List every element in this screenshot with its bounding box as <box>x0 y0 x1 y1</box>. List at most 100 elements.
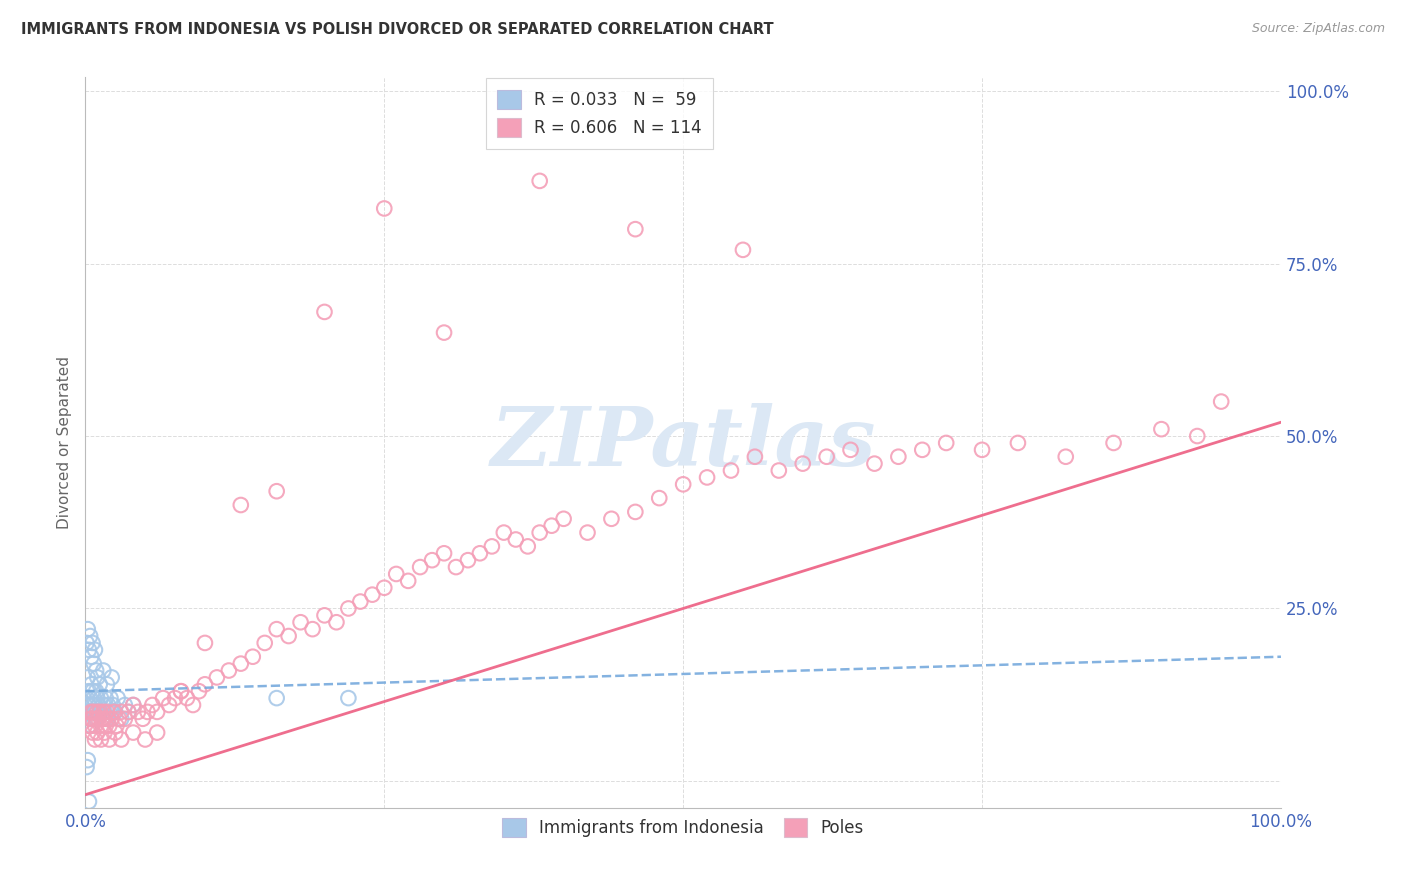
Point <box>77 719 100 733</box>
Point <box>970 442 993 457</box>
Point <box>104 725 127 739</box>
Point <box>624 505 647 519</box>
Point <box>93 705 115 719</box>
Point <box>89 705 111 719</box>
Point <box>104 705 127 719</box>
Point <box>349 594 371 608</box>
Point <box>301 622 323 636</box>
Point <box>1007 436 1029 450</box>
Point <box>94 691 117 706</box>
Point <box>91 705 114 719</box>
Point <box>100 705 122 719</box>
Point <box>107 691 129 706</box>
Point <box>98 732 121 747</box>
Point <box>266 691 288 706</box>
Point <box>82 712 104 726</box>
Point <box>87 698 110 712</box>
Point <box>163 691 186 706</box>
Legend: Immigrants from Indonesia, Poles: Immigrants from Indonesia, Poles <box>496 812 870 844</box>
Point <box>90 691 112 706</box>
Point <box>114 712 136 726</box>
Point <box>110 712 132 726</box>
Point <box>170 684 193 698</box>
Point <box>648 491 671 505</box>
Point <box>86 705 108 719</box>
Point <box>103 705 125 719</box>
Point <box>91 698 114 712</box>
Point <box>433 546 456 560</box>
Point <box>105 719 128 733</box>
Point <box>96 677 118 691</box>
Point <box>82 636 104 650</box>
Point <box>97 712 120 726</box>
Point <box>887 450 910 464</box>
Point <box>76 622 98 636</box>
Point <box>468 546 491 560</box>
Point <box>76 753 98 767</box>
Point <box>82 725 104 739</box>
Point <box>266 484 288 499</box>
Point <box>97 698 120 712</box>
Point <box>337 601 360 615</box>
Point <box>76 636 98 650</box>
Point <box>720 463 742 477</box>
Point <box>77 643 100 657</box>
Point <box>600 512 623 526</box>
Point <box>768 463 790 477</box>
Point <box>90 732 112 747</box>
Point <box>84 732 107 747</box>
Point <box>108 712 131 726</box>
Point <box>127 705 149 719</box>
Point <box>176 691 198 706</box>
Point <box>731 243 754 257</box>
Point <box>96 712 118 726</box>
Point <box>80 677 103 691</box>
Point <box>76 670 98 684</box>
Point <box>744 450 766 464</box>
Point <box>132 712 155 726</box>
Point <box>79 719 101 733</box>
Point <box>86 712 108 726</box>
Point <box>553 512 575 526</box>
Point <box>136 705 159 719</box>
Point <box>83 657 105 671</box>
Point <box>157 698 180 712</box>
Point <box>141 698 163 712</box>
Text: ZIPatlas: ZIPatlas <box>491 403 876 483</box>
Point <box>122 698 145 712</box>
Point <box>80 649 103 664</box>
Point <box>433 326 456 340</box>
Point <box>373 581 395 595</box>
Point <box>122 698 145 712</box>
Point <box>110 732 132 747</box>
Point <box>229 657 252 671</box>
Point <box>94 719 117 733</box>
Point <box>98 705 121 719</box>
Point <box>84 684 107 698</box>
Point <box>253 636 276 650</box>
Point <box>792 457 814 471</box>
Point <box>696 470 718 484</box>
Point <box>420 553 443 567</box>
Point <box>218 664 240 678</box>
Point <box>76 705 98 719</box>
Point <box>373 202 395 216</box>
Point <box>277 629 299 643</box>
Point <box>385 566 408 581</box>
Point <box>1054 450 1077 464</box>
Point <box>84 712 107 726</box>
Point <box>505 533 527 547</box>
Point <box>576 525 599 540</box>
Point <box>84 664 107 678</box>
Point <box>79 712 101 726</box>
Point <box>79 712 101 726</box>
Point <box>863 457 886 471</box>
Point <box>110 705 132 719</box>
Point <box>84 719 107 733</box>
Point <box>839 442 862 457</box>
Point <box>314 608 336 623</box>
Point <box>86 691 108 706</box>
Point <box>77 698 100 712</box>
Point <box>117 705 139 719</box>
Point <box>76 760 98 774</box>
